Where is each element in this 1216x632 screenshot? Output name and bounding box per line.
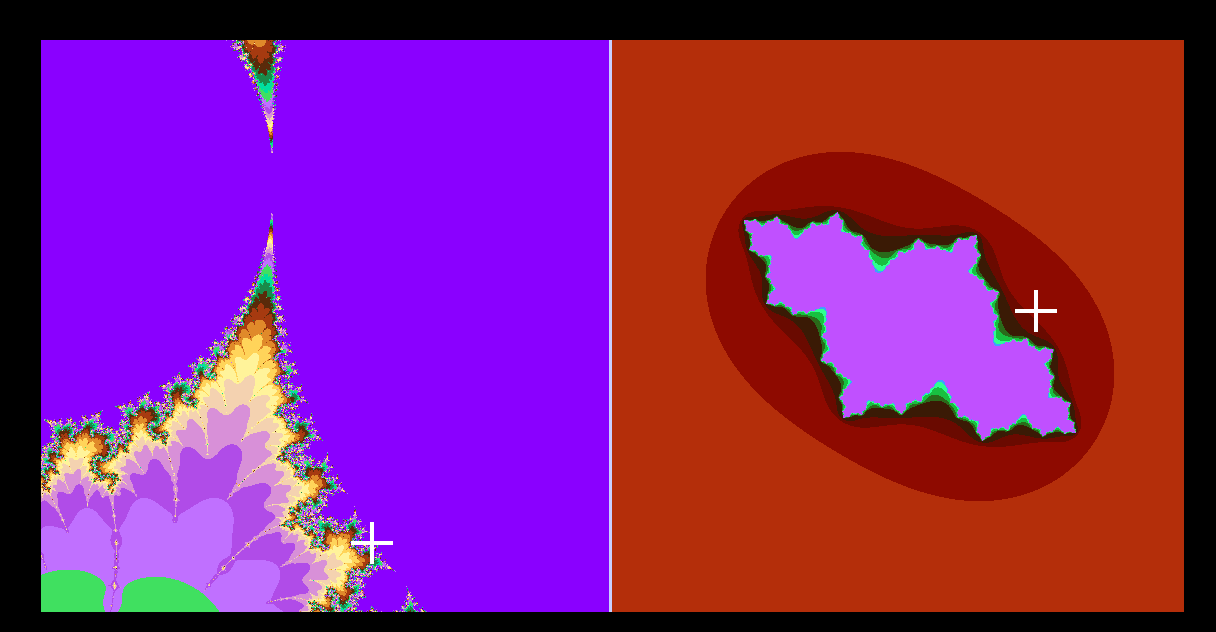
julia-panel[interactable] — [612, 40, 1184, 612]
mandelbrot-canvas[interactable] — [41, 40, 609, 612]
mandelbrot-panel[interactable] — [41, 40, 609, 612]
mandelbrot-crosshair-icon[interactable] — [351, 522, 393, 564]
julia-canvas[interactable] — [612, 40, 1184, 612]
julia-crosshair-icon[interactable] — [1015, 290, 1057, 332]
panel-divider — [609, 40, 612, 612]
